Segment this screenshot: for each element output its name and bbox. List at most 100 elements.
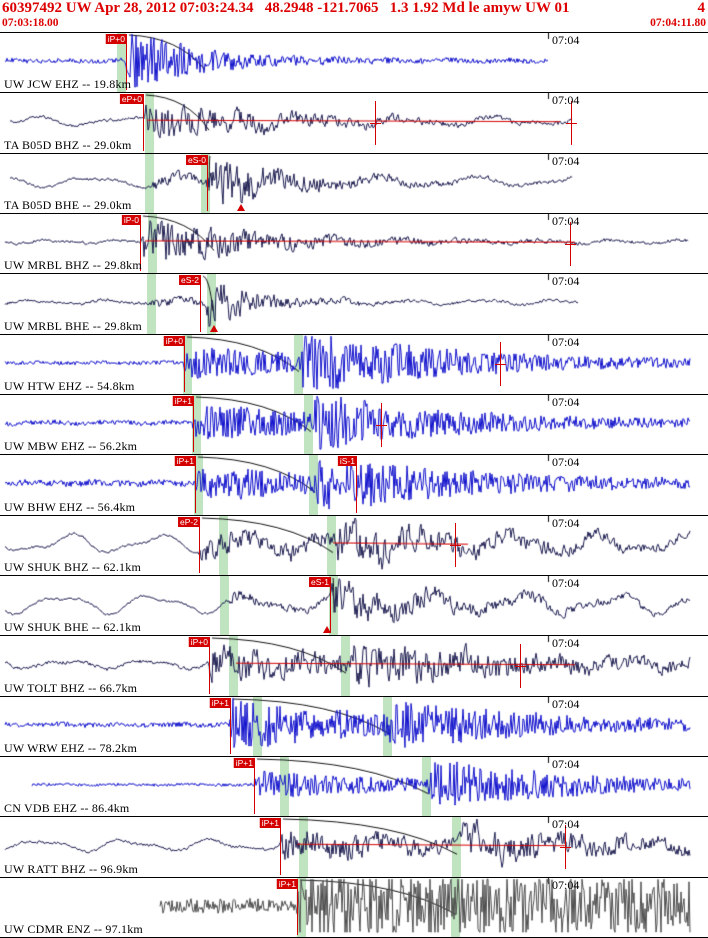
- pick-triangle-icon[interactable]: [237, 203, 245, 211]
- station-label: CN VDB EHZ -- 86.4km: [4, 801, 130, 816]
- pick-line[interactable]: [199, 516, 200, 573]
- station-label: UW SHUK BHZ -- 62.1km: [4, 559, 141, 574]
- station-label: UW HTW EHZ -- 54.8km: [4, 378, 135, 393]
- amplitude-marker[interactable]: [560, 824, 571, 869]
- pick-line[interactable]: [195, 456, 196, 513]
- waveform-canvas[interactable]: [0, 756, 708, 817]
- pick-line[interactable]: [254, 757, 255, 815]
- trace-panel: eP-2 07:04 UW SHUK BHZ -- 62.1km: [0, 514, 708, 575]
- amplitude-marker[interactable]: [370, 101, 381, 145]
- overlay-layer: eP-2: [0, 516, 708, 575]
- trace-panel: eP+0 07:04 TA B05D BHZ -- 29.0km: [0, 92, 708, 153]
- pick-label[interactable]: eS-1: [309, 576, 331, 587]
- waveform-canvas[interactable]: [0, 213, 708, 274]
- pick-line[interactable]: [200, 275, 201, 332]
- pick-line[interactable]: [330, 576, 331, 634]
- pick-label[interactable]: iP+0: [188, 637, 210, 648]
- overlay-layer: iP+0: [0, 33, 708, 92]
- pick-line[interactable]: [209, 637, 210, 694]
- station-label: UW JCW EHZ -- 19.8km: [4, 77, 132, 92]
- amplitude-marker[interactable]: [515, 643, 526, 688]
- overlay-layer: iP-0: [0, 214, 708, 273]
- pick-line[interactable]: [280, 818, 281, 875]
- trace-panels: iP+0 07:04 UW JCW EHZ -- 19.8km eP+0 07:…: [0, 32, 708, 938]
- pick-label[interactable]: iP+0: [105, 34, 127, 44]
- waveform-canvas[interactable]: [0, 636, 708, 696]
- waveform-canvas[interactable]: [0, 817, 708, 877]
- waveform-canvas[interactable]: [0, 515, 708, 575]
- trace-panel: iP+0 07:04 UW HTW EHZ -- 54.8km: [0, 333, 708, 394]
- pick-line[interactable]: [184, 335, 185, 392]
- minute-label: 07:04: [552, 455, 580, 470]
- header-right-flag: 4: [697, 0, 706, 16]
- waveform-canvas[interactable]: [0, 334, 708, 394]
- trace-panel: eS-2 07:04 UW MRBL BHE -- 29.8km: [0, 273, 708, 334]
- pick-label[interactable]: iP+1: [209, 697, 231, 708]
- pick-line[interactable]: [140, 214, 141, 272]
- pick-line[interactable]: [207, 154, 208, 211]
- amplitude-marker[interactable]: [376, 402, 387, 447]
- pick-triangle-icon[interactable]: [210, 324, 218, 332]
- pick-label[interactable]: iP+1: [174, 456, 196, 467]
- pick-line[interactable]: [126, 34, 127, 91]
- amplitude-marker[interactable]: [495, 342, 506, 387]
- overlay-layer: iP+0: [0, 636, 708, 695]
- overlay-layer: iP+1: [0, 697, 708, 756]
- pick-line[interactable]: [297, 878, 298, 935]
- waveform-canvas[interactable]: [0, 394, 708, 455]
- trace-panel: iP-0 07:04 UW MRBL BHZ -- 29.8km: [0, 212, 708, 274]
- pick-label[interactable]: eP-2: [178, 516, 200, 527]
- pick-label[interactable]: eP+0: [119, 94, 144, 105]
- overlay-layer: iP+1: [0, 395, 708, 454]
- trace-panel: iP+1 07:04 CN VDB EHZ -- 86.4km: [0, 755, 708, 817]
- station-label: UW SHUK BHE -- 62.1km: [4, 620, 141, 635]
- minute-label: 07:04: [552, 334, 580, 349]
- trace-panel: iP+1 07:04 UW RATT BHZ -- 96.9km: [0, 816, 708, 877]
- pick-label[interactable]: eS-2: [179, 275, 201, 286]
- waveform-canvas[interactable]: [0, 153, 708, 213]
- trace-panel: iP+0 07:04 UW JCW EHZ -- 19.8km: [0, 32, 708, 93]
- minute-label: 07:04: [552, 33, 580, 47]
- station-label: TA B05D BHE -- 29.0km: [4, 197, 132, 212]
- minute-label: 07:04: [552, 515, 580, 530]
- pick-line[interactable]: [230, 697, 231, 754]
- waveform-canvas[interactable]: [0, 274, 708, 334]
- station-label: UW MRBL BHE -- 29.8km: [4, 318, 142, 333]
- waveform-canvas[interactable]: [0, 696, 708, 756]
- minute-label: 07:04: [552, 817, 580, 832]
- waveform-canvas[interactable]: [0, 877, 708, 937]
- amplitude-marker[interactable]: [566, 101, 577, 145]
- pick-label[interactable]: eS-0: [186, 154, 208, 165]
- minute-label: 07:04: [552, 274, 580, 289]
- station-label: UW TOLT BHZ -- 66.7km: [4, 680, 138, 695]
- waveform-canvas[interactable]: [0, 93, 708, 153]
- station-label: UW BHW EHZ -- 56.4km: [4, 499, 136, 514]
- pick-label[interactable]: iS-1: [337, 456, 357, 467]
- pick-label[interactable]: iP+1: [233, 757, 255, 768]
- pick-line[interactable]: [193, 395, 194, 453]
- overlay-layer: eP+0: [0, 93, 708, 152]
- minute-label: 07:04: [552, 696, 580, 711]
- amplitude-marker[interactable]: [565, 221, 576, 266]
- minute-label: 07:04: [552, 394, 580, 409]
- overlay-layer: iP+1 iS-1: [0, 455, 708, 514]
- trace-panel: iP+1 07:04 UW WRW EHZ -- 78.2km: [0, 695, 708, 756]
- pick-triangle-icon[interactable]: [323, 626, 331, 634]
- minute-label: 07:04: [552, 93, 580, 108]
- station-label: UW WRW EHZ -- 78.2km: [4, 740, 137, 755]
- overlay-layer: eS-1: [0, 576, 708, 635]
- pick-label[interactable]: iP+1: [172, 395, 194, 406]
- trace-panel: iP+1 07:04 UW MBW EHZ -- 56.2km: [0, 393, 708, 455]
- pick-label[interactable]: iP+1: [259, 818, 281, 829]
- pick-label[interactable]: iP-0: [121, 214, 141, 225]
- pick-line[interactable]: [356, 456, 357, 513]
- trace-panel: iP+1 07:04 UW CDMR ENZ -- 97.1km: [0, 876, 708, 937]
- pick-label[interactable]: iP+0: [163, 335, 185, 346]
- overlay-layer: iP+1: [0, 878, 708, 937]
- window-start-time: 07:03:18.00: [2, 17, 59, 29]
- amplitude-marker[interactable]: [450, 523, 461, 568]
- pick-line[interactable]: [143, 94, 144, 151]
- waveform-canvas[interactable]: [0, 575, 708, 636]
- pick-label[interactable]: iP+1: [276, 878, 298, 889]
- trace-panel: iP+0 07:04 UW TOLT BHZ -- 66.7km: [0, 635, 708, 696]
